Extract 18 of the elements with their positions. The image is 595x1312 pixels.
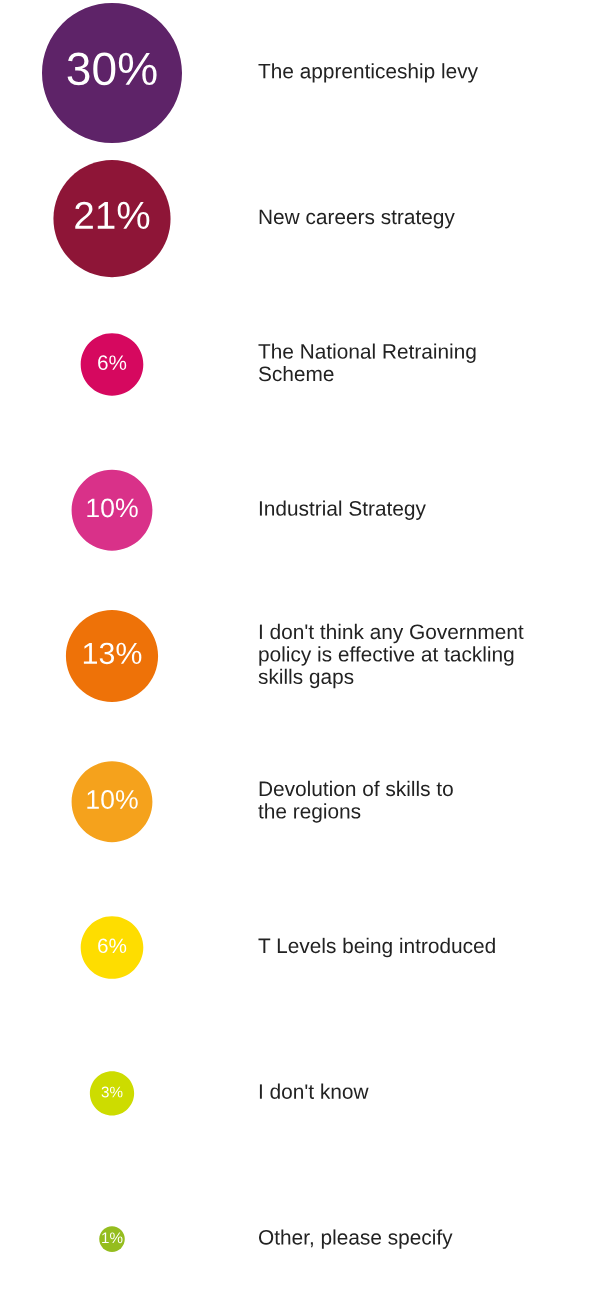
data-label: 10% <box>87 498 138 518</box>
data-label: 6% <box>98 938 127 954</box>
category-label: New careers strategy <box>259 209 455 229</box>
category-label: I don't think any Government policy is effective at tackling skills gaps <box>258 623 524 689</box>
category-label: T Levels being introduced <box>258 937 495 958</box>
category-label: I don't know <box>259 1083 369 1099</box>
data-label: 6% <box>98 355 127 370</box>
category-label: The National Retraining Scheme <box>258 343 476 382</box>
data-label: 21% <box>75 201 150 229</box>
data-label: 1% <box>102 1232 123 1244</box>
data-label: 30% <box>67 52 157 86</box>
category-label: Other, please specify <box>258 1229 453 1249</box>
category-label: The apprenticeship levy <box>258 63 478 83</box>
data-label: 3% <box>101 1086 123 1098</box>
category-label: Industrial Strategy <box>259 500 426 520</box>
data-label: 10% <box>87 790 138 809</box>
category-label: Devolution of skills to the regions <box>258 780 453 823</box>
data-label: 13% <box>83 642 142 665</box>
